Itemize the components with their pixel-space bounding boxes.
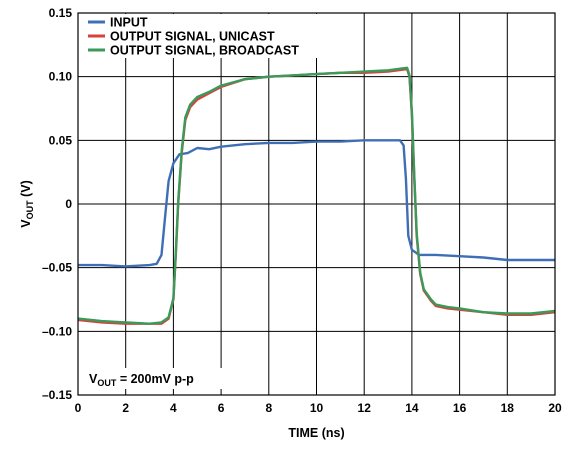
x-tick-label: 0 — [75, 401, 82, 415]
series-layer — [77, 66, 556, 325]
x-tick-label: 16 — [453, 401, 467, 415]
y-tick-label: –0.15 — [42, 388, 72, 402]
y-tick-label: –0.10 — [42, 324, 72, 338]
annotation-background — [84, 368, 254, 389]
series-line — [77, 66, 556, 325]
x-tick-label: 18 — [501, 401, 515, 415]
y-axis-label-sub: OUT — [25, 200, 35, 220]
y-axis-label: VOUT (V) — [19, 180, 35, 227]
x-tick-label: 20 — [548, 401, 562, 415]
x-axis-ticks: 0 2 4 6 8 10 12 14 16 18 20 — [75, 401, 562, 415]
y-tick-label: 0.15 — [49, 6, 73, 20]
annotation-suffix: = 200mV p-p — [116, 372, 194, 386]
y-axis-label-suffix: (V) — [19, 180, 33, 200]
x-tick-label: 4 — [170, 401, 177, 415]
plot-frame — [77, 12, 556, 396]
series-line — [78, 139, 555, 268]
x-tick-label: 12 — [358, 401, 372, 415]
x-tick-label: 10 — [310, 401, 324, 415]
y-axis-label-main: V — [19, 219, 33, 228]
x-tick-label: 8 — [265, 401, 272, 415]
x-axis-label: TIME (ns) — [288, 426, 344, 440]
y-tick-label: 0 — [65, 197, 72, 211]
y-axis-ticks: –0.15 –0.10 –0.05 0 0.05 0.10 0.15 — [42, 6, 72, 402]
y-tick-label: 0.05 — [49, 133, 73, 147]
x-tick-label: 14 — [405, 401, 419, 415]
x-tick-label: 2 — [122, 401, 129, 415]
annotation-main: V — [89, 372, 98, 386]
legend-label: INPUT — [110, 16, 148, 30]
legend-background — [84, 14, 352, 58]
y-tick-label: 0.10 — [49, 70, 73, 84]
y-tick-label: –0.05 — [42, 261, 72, 275]
x-tick-label: 6 — [218, 401, 225, 415]
legend-label: OUTPUT SIGNAL, BROADCAST — [110, 44, 299, 58]
legend-label: OUTPUT SIGNAL, UNICAST — [110, 30, 275, 44]
annotation-sub: OUT — [97, 378, 117, 388]
annotation: VOUT = 200mV p-p — [89, 372, 194, 388]
